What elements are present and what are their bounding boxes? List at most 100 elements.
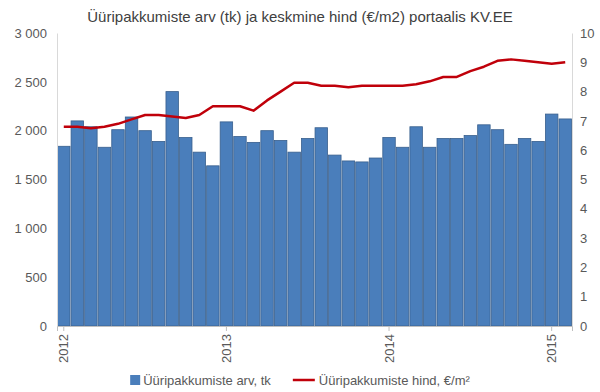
bar bbox=[58, 146, 70, 326]
bar bbox=[315, 128, 327, 326]
y-axis: 0 500 1 000 1 500 2 000 2 500 3 000 bbox=[14, 26, 57, 334]
tick: 0 bbox=[40, 319, 57, 334]
tick: 2 500 bbox=[14, 74, 57, 89]
tick: 2014 bbox=[382, 326, 397, 363]
bar bbox=[437, 138, 449, 326]
bar bbox=[505, 144, 517, 326]
tick-label: 0 bbox=[580, 319, 587, 334]
bar bbox=[518, 138, 530, 326]
tick-label: 2013 bbox=[219, 334, 234, 363]
tick: 5 bbox=[572, 172, 587, 187]
tick: 1 500 bbox=[14, 172, 57, 187]
bar bbox=[559, 119, 571, 326]
bar bbox=[112, 130, 124, 326]
bar bbox=[356, 162, 368, 326]
legend-swatch bbox=[293, 379, 315, 382]
legend-item: Üüripakkumiste hind, €/m² bbox=[293, 373, 471, 388]
bar bbox=[234, 137, 246, 326]
tick-label: 2 000 bbox=[14, 123, 47, 138]
bar bbox=[247, 142, 259, 326]
tick: 3 000 bbox=[14, 26, 57, 41]
tick: 2 000 bbox=[14, 123, 57, 138]
legend-item: Üüripakkumiste arv, tk bbox=[130, 373, 271, 388]
bar bbox=[396, 147, 408, 326]
tick-label: 500 bbox=[25, 270, 47, 285]
tick: 3 bbox=[572, 231, 587, 246]
bar bbox=[532, 141, 544, 326]
chart: 0 500 1 000 1 500 2 000 2 500 3 000 0 1 2 3 4 5 6 7 8 9 1… bbox=[0, 0, 600, 392]
bar bbox=[301, 138, 313, 326]
legend-label: Üüripakkumiste hind, €/m² bbox=[319, 373, 471, 388]
tick: 1 000 bbox=[14, 221, 57, 236]
tick: 9 bbox=[572, 55, 587, 70]
tick: 500 bbox=[25, 270, 57, 285]
legend-label: Üüripakkumiste arv, tk bbox=[143, 373, 271, 388]
bar bbox=[423, 147, 435, 326]
tick-label: 2 bbox=[580, 260, 587, 275]
marks bbox=[58, 59, 572, 326]
tick-mark bbox=[551, 326, 552, 331]
line bbox=[64, 59, 565, 128]
bar bbox=[288, 152, 300, 326]
bar bbox=[261, 131, 273, 326]
tick-label: 1 bbox=[580, 289, 587, 304]
tick-label: 4 bbox=[580, 201, 587, 216]
tick-mark bbox=[226, 326, 227, 331]
tick-label: 1 500 bbox=[14, 172, 47, 187]
tick-label: 2015 bbox=[544, 334, 559, 363]
tick: 2012 bbox=[56, 326, 71, 363]
legend-swatch bbox=[130, 375, 140, 385]
bar bbox=[545, 114, 557, 326]
bar bbox=[166, 92, 178, 326]
bar bbox=[85, 127, 97, 326]
tick-label: 2012 bbox=[56, 334, 71, 363]
tick-label: 3 bbox=[580, 231, 587, 246]
bar-series bbox=[58, 92, 572, 326]
bar bbox=[98, 147, 110, 326]
y2-axis: 0 1 2 3 4 5 6 7 8 9 10 bbox=[572, 26, 594, 334]
bar bbox=[491, 130, 503, 326]
title: Üüripakkumiste arv (tk) ja keskmine hind… bbox=[87, 8, 512, 25]
axis-line bbox=[572, 34, 573, 327]
tick-label: 9 bbox=[580, 55, 587, 70]
tick: 2015 bbox=[544, 326, 559, 363]
tick-mark bbox=[63, 326, 64, 331]
tick: 7 bbox=[572, 114, 587, 129]
bar bbox=[152, 141, 164, 326]
tick: 0 bbox=[572, 319, 587, 334]
bar bbox=[220, 122, 232, 326]
bar bbox=[329, 155, 341, 326]
tick: 4 bbox=[572, 201, 587, 216]
tick: 2013 bbox=[219, 326, 234, 363]
bar bbox=[180, 138, 192, 326]
x-axis: 2012 2013 2014 2015 bbox=[56, 326, 572, 363]
tick: 2 bbox=[572, 260, 587, 275]
tick-label: 2014 bbox=[382, 334, 397, 363]
tick: 1 bbox=[572, 289, 587, 304]
plot: 0 500 1 000 1 500 2 000 2 500 3 000 0 1 2 3 4 5 6 7 8 9 1… bbox=[14, 26, 594, 363]
tick-label: 5 bbox=[580, 172, 587, 187]
bar bbox=[342, 161, 354, 326]
tick-label: 0 bbox=[40, 319, 47, 334]
axis-line bbox=[58, 327, 573, 332]
bar bbox=[193, 152, 205, 326]
tick-label: 3 000 bbox=[14, 26, 47, 41]
bar bbox=[451, 138, 463, 326]
bar bbox=[464, 136, 476, 326]
tick-label: 8 bbox=[580, 84, 587, 99]
tick-label: 6 bbox=[580, 143, 587, 158]
bar bbox=[410, 127, 422, 326]
axis-line bbox=[57, 34, 58, 327]
tick-label: 1 000 bbox=[14, 221, 47, 236]
bar bbox=[139, 131, 151, 326]
bar bbox=[207, 166, 219, 326]
tick: 10 bbox=[572, 26, 594, 41]
bar bbox=[478, 125, 490, 326]
tick: 8 bbox=[572, 84, 587, 99]
tick-label: 7 bbox=[580, 114, 587, 129]
tick-mark bbox=[389, 326, 390, 331]
bar bbox=[383, 138, 395, 326]
tick-label: 10 bbox=[580, 26, 594, 41]
bar bbox=[125, 117, 137, 326]
bar bbox=[274, 140, 286, 326]
